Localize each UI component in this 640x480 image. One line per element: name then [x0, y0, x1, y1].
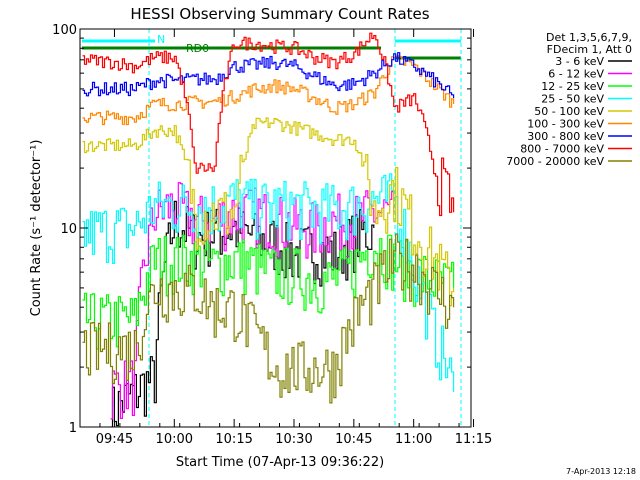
x-axis: 09:45 10:00 10:15 10:30 10:45 11:00 11:15	[96, 29, 492, 447]
legend-header-line-1: Det 1,3,5,6,7,9,	[546, 31, 632, 44]
plot-area	[82, 29, 462, 427]
series-line-6	[82, 52, 455, 98]
x-tick-label: 10:15	[215, 432, 252, 447]
rd0-flag-label: RD0	[186, 42, 209, 55]
series-line-2	[82, 234, 455, 350]
legend-label: 300 - 800 keV	[527, 130, 604, 143]
y-axis: 1 10 100	[52, 23, 471, 436]
series-line-3	[82, 173, 455, 392]
x-tick-label: 09:45	[96, 432, 133, 447]
legend-label: 800 - 7000 keV	[520, 143, 604, 156]
legend-label: 6 - 12 keV	[548, 68, 604, 81]
series-line-7	[82, 32, 455, 217]
x-tick-label: 10:00	[156, 432, 193, 447]
legend-header-line-2: FDecim 1, Att 0	[547, 43, 632, 56]
legend-label: 3 - 6 keV	[555, 55, 604, 68]
legend-label: 100 - 300 keV	[527, 118, 604, 131]
y-tick-label: 1	[69, 421, 77, 436]
y-axis-label: Count Rate (s⁻¹ detector⁻¹)	[29, 140, 44, 317]
x-tick-label: 10:30	[275, 432, 312, 447]
y-tick-label: 100	[52, 23, 77, 38]
night-flag-label: N	[157, 33, 165, 46]
series-line-4	[82, 117, 455, 307]
x-tick-label: 11:00	[395, 432, 432, 447]
legend-label: 12 - 25 keV	[541, 80, 604, 93]
chart-title: HESSI Observing Summary Count Rates	[130, 5, 429, 23]
legend-label: 50 - 100 keV	[534, 105, 604, 118]
y-tick-label: 10	[60, 222, 77, 237]
legend-label: 25 - 50 keV	[541, 93, 604, 106]
series-line-8	[82, 233, 455, 404]
x-tick-label: 11:15	[455, 432, 492, 447]
x-tick-label: 10:45	[335, 432, 372, 447]
x-axis-label: Start Time (07-Apr-13 09:36:22)	[176, 455, 384, 470]
legend-label: 7000 - 20000 keV	[506, 155, 604, 168]
timestamp: 7-Apr-2013 12:18	[566, 467, 636, 476]
